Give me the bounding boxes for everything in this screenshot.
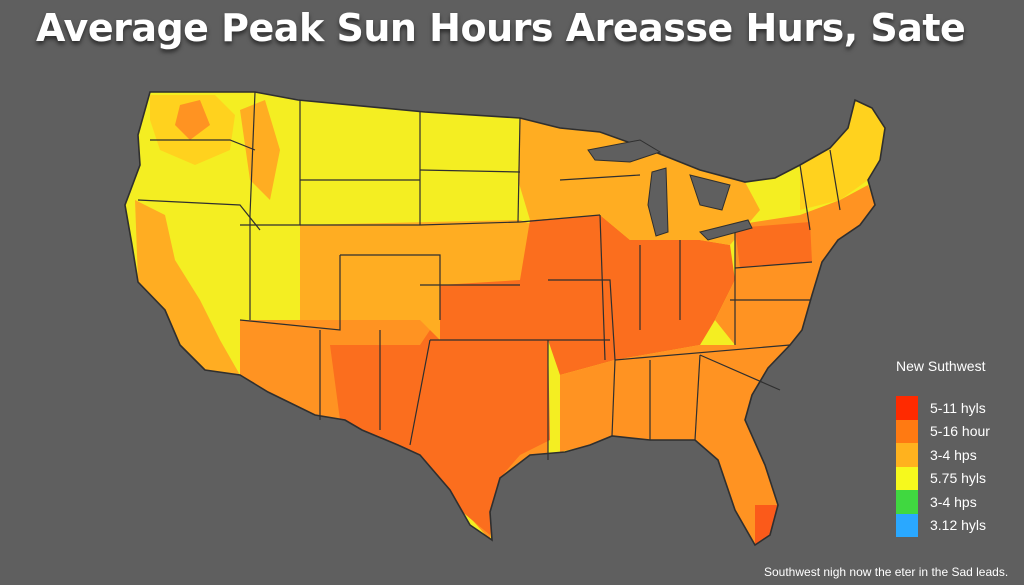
region-new-england	[800, 100, 885, 210]
legend-label: 5-11 hyls	[930, 399, 986, 416]
legend-swatch	[896, 396, 918, 420]
region-california	[135, 200, 240, 375]
legend-item: 5-16 hour	[896, 419, 1016, 443]
legend-item: 3-4 hps	[896, 443, 1016, 467]
lake-superior	[587, 139, 662, 163]
region-cascade-streak	[175, 100, 210, 140]
legend-swatch	[896, 419, 918, 443]
legend-label: 3-4 hps	[930, 446, 977, 463]
region-idaho-streak	[240, 100, 280, 200]
legend: New Suthwest 5-11 hyls 5-16 hour 3-4 hps…	[896, 358, 1016, 537]
lake-erie	[699, 219, 753, 241]
legend-swatch	[896, 490, 918, 514]
map-title: Average Peak Sun Hours Areasse Hurs, Sat…	[36, 6, 966, 50]
legend-title: New Suthwest	[896, 358, 986, 374]
legend-item: 3.12 hyls	[896, 513, 1016, 537]
sun-hours-regions	[135, 95, 885, 545]
region-great-lakes	[518, 118, 760, 245]
region-texas-oklahoma	[330, 330, 550, 535]
legend-item: 5-11 hyls	[896, 396, 1016, 420]
legend-item: 5.75 hyls	[896, 466, 1016, 490]
legend-item: 3-4 hps	[896, 490, 1016, 514]
state-borders	[124, 91, 886, 546]
legend-swatch	[896, 466, 918, 490]
region-northeast	[715, 185, 875, 345]
map-caption: Southwest nigh now the eter in the Sad l…	[764, 565, 1009, 579]
legend-swatch	[896, 443, 918, 467]
legend-label: 5.75 hyls	[930, 470, 987, 487]
region-southeast	[560, 345, 790, 545]
great-lakes	[587, 139, 753, 241]
region-midwest	[440, 215, 735, 375]
legend-label: 3.12 hyls	[930, 517, 987, 534]
region-pennsylvania	[735, 222, 812, 268]
lake-huron	[689, 174, 731, 211]
legend-label: 3-4 hps	[930, 493, 977, 510]
lake-michigan	[647, 167, 669, 237]
legend-swatch	[896, 513, 918, 537]
legend-label: 5-16 hour	[930, 423, 990, 440]
region-florida-tip	[755, 505, 778, 545]
